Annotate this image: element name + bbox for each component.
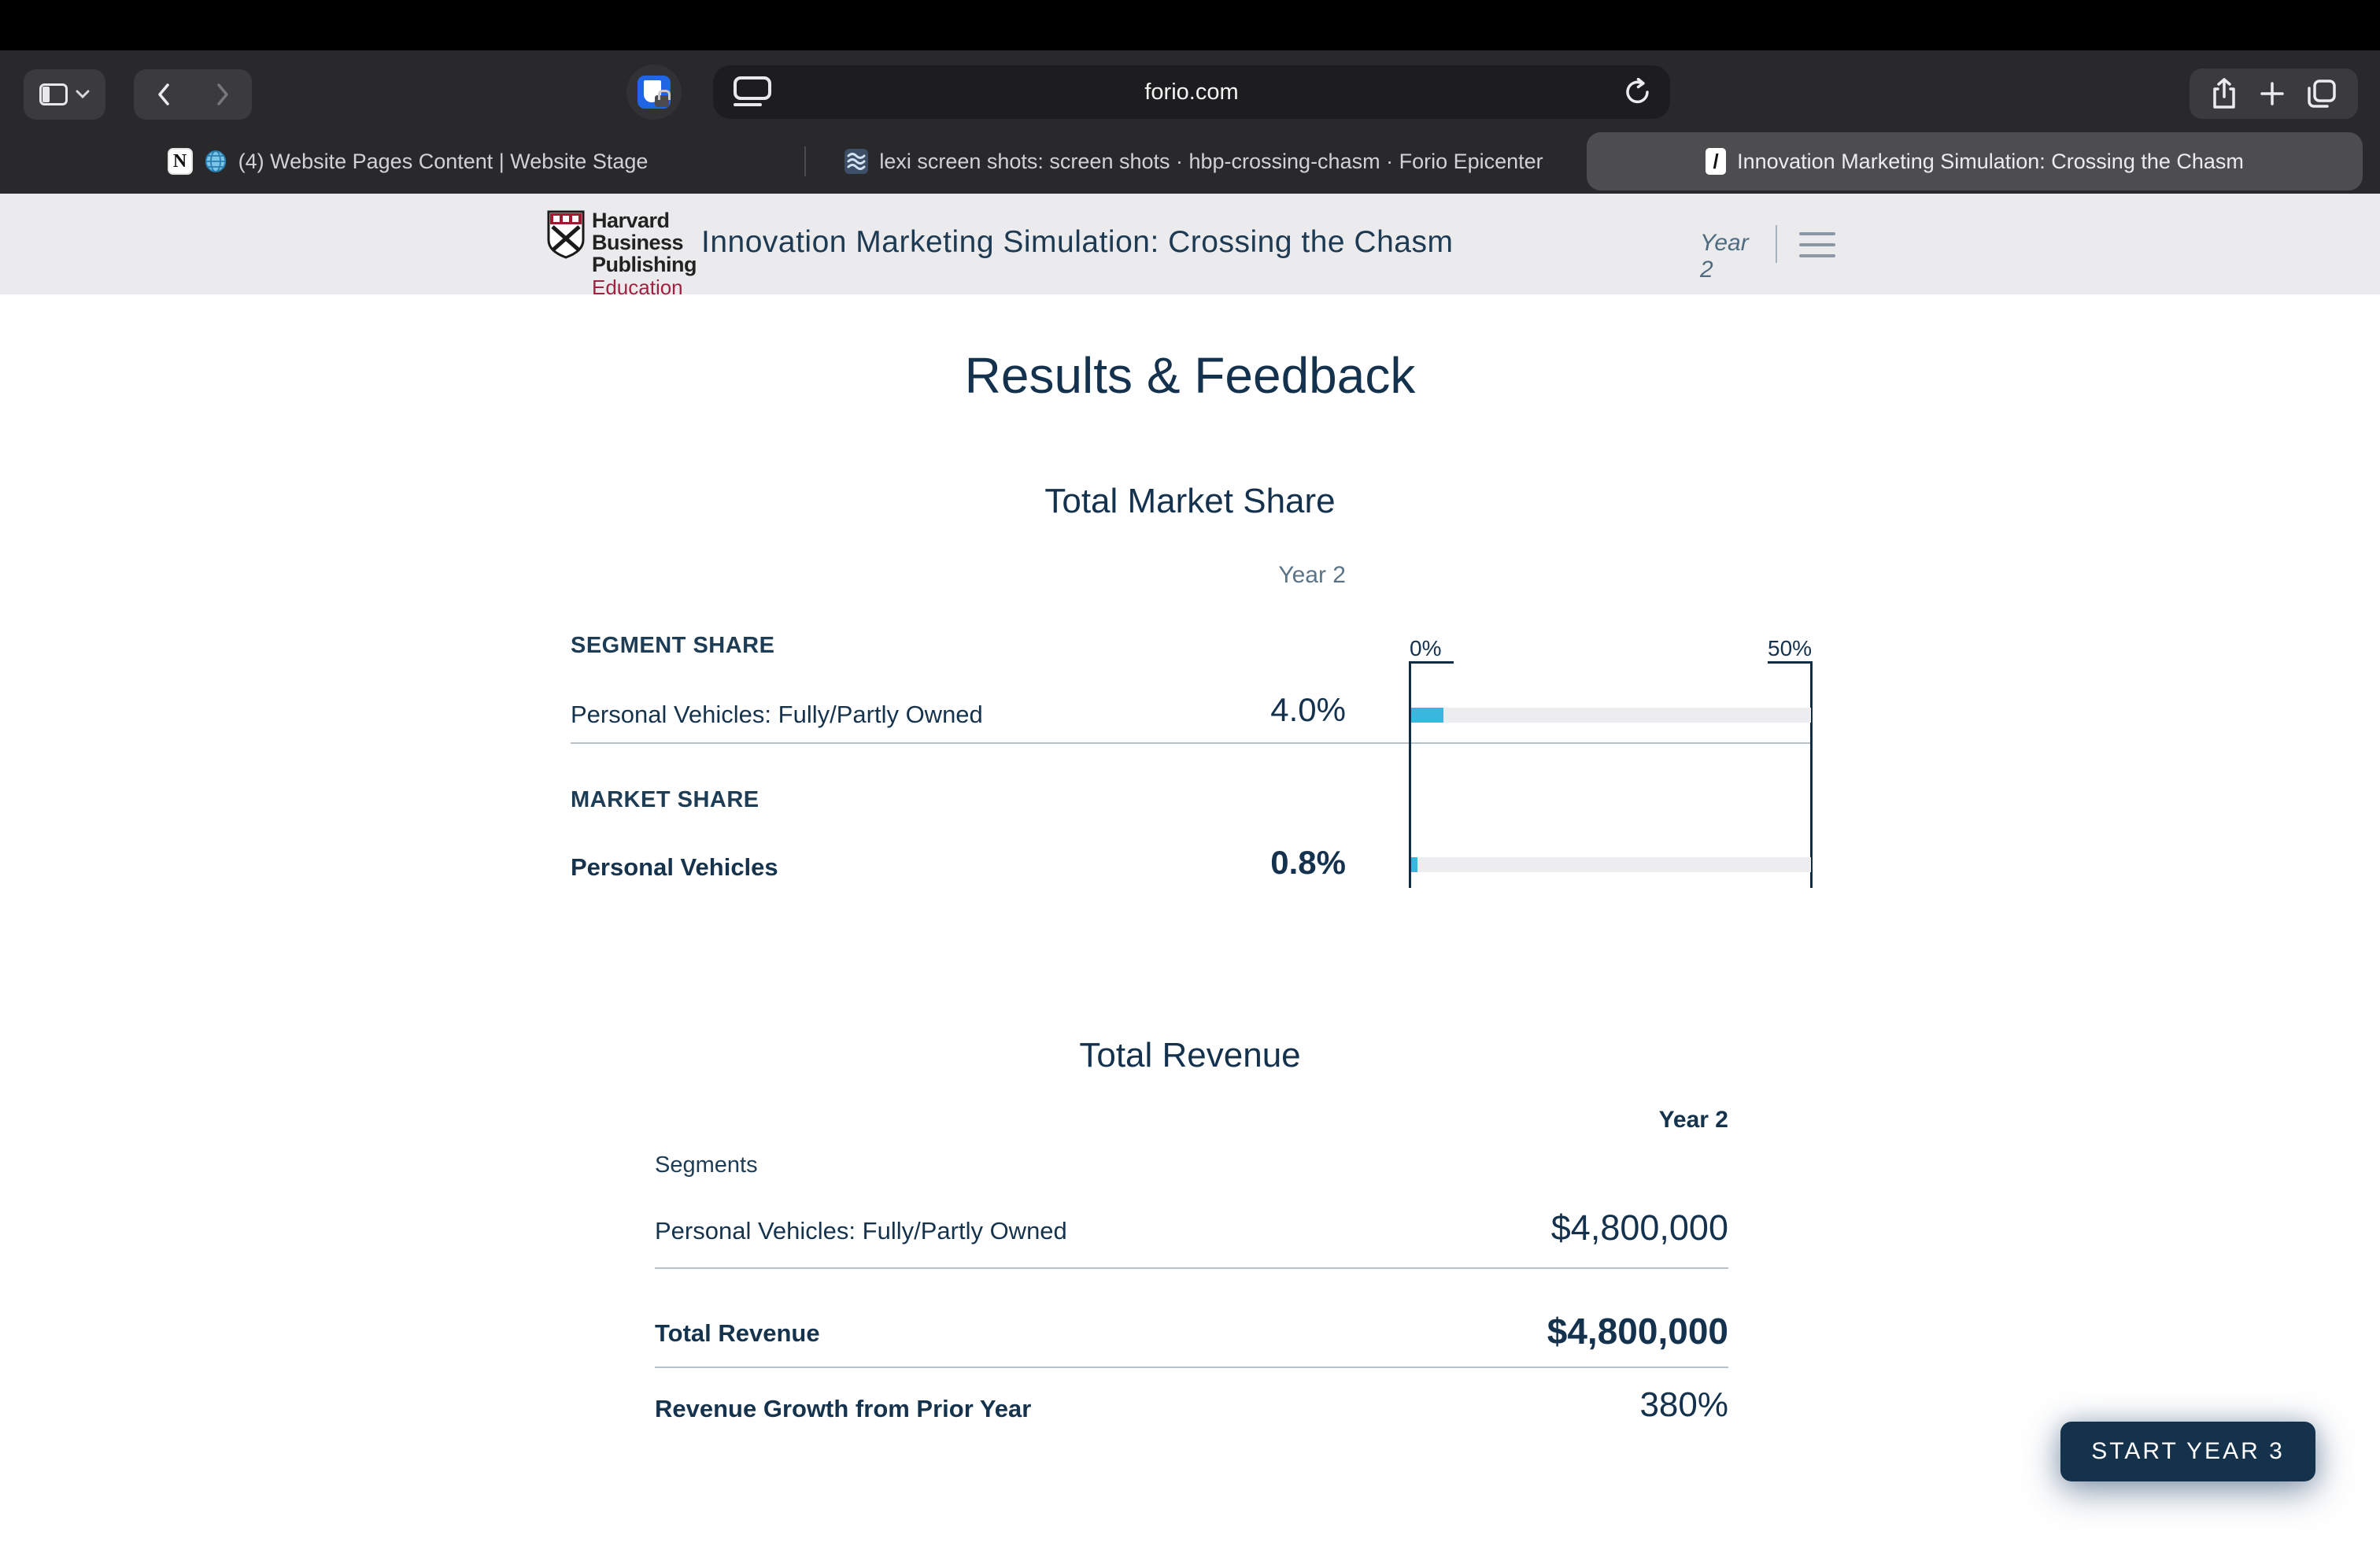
logo-text-line: Harvard — [592, 209, 670, 232]
segments-group-label: Segments — [655, 1152, 758, 1178]
table-row-value: $4,800,000 — [1550, 1208, 1728, 1248]
axis-max-label: 50% — [1768, 636, 1813, 660]
simulation-page: Harvard Business Publishing Education In… — [0, 194, 2380, 1546]
axis-min-label: 0% — [1410, 636, 1442, 660]
address-bar[interactable]: forio.com — [713, 65, 1670, 119]
tab-separator — [804, 146, 806, 176]
extension-button[interactable] — [626, 65, 682, 120]
forward-button[interactable] — [193, 69, 252, 120]
logo-text-line: Business — [592, 231, 684, 254]
table-row-label: Revenue Growth from Prior Year — [655, 1395, 1032, 1422]
table-row-label: Personal Vehicles: Fully/Partly Owned — [655, 1217, 1067, 1245]
sidebar-toggle-button[interactable] — [24, 69, 105, 120]
chart-right-axis — [1810, 661, 1813, 888]
table-row-label: Personal Vehicles: Fully/Partly Owned — [571, 701, 983, 728]
notion-icon: N — [167, 148, 193, 175]
tab-strip: N (4) Website Pages Content | Website St… — [0, 129, 2380, 194]
hamburger-menu-icon[interactable] — [1799, 232, 1835, 257]
tab-title: lexi screen shots: screen shots · hbp-cr… — [879, 149, 1543, 173]
share-button[interactable] — [2211, 78, 2238, 109]
logo-text-education: Education — [592, 276, 683, 299]
back-icon — [157, 83, 169, 105]
tab-forio-epicenter[interactable]: lexi screen shots: screen shots · hbp-cr… — [809, 132, 1579, 190]
row-divider — [571, 742, 1813, 744]
bar-track — [1411, 857, 1811, 872]
header-year-label: Year 2 — [1700, 230, 1749, 283]
table-row-value: 4.0% — [1270, 691, 1346, 728]
start-year-3-button[interactable]: START YEAR 3 — [2060, 1422, 2315, 1481]
page-title: Innovation Marketing Simulation: Crossin… — [701, 225, 1454, 259]
chart-left-axis — [1409, 661, 1411, 888]
tab-title: Innovation Marketing Simulation: Crossin… — [1737, 149, 2244, 173]
header-divider — [1776, 225, 1777, 263]
segment-share-bar — [1411, 708, 1443, 723]
harvard-shield-icon — [546, 209, 586, 299]
nav-button-group — [134, 69, 252, 120]
tab-title: (4) Website Pages Content | Website Stag… — [238, 149, 649, 173]
back-button[interactable] — [134, 69, 193, 120]
table-row-value: 0.8% — [1270, 844, 1346, 881]
row-divider — [655, 1367, 1728, 1368]
market-share-bar — [1411, 857, 1418, 872]
tab-overview-button[interactable] — [2307, 79, 2337, 109]
globe-icon — [204, 150, 227, 173]
revenue-title: Total Revenue — [1079, 1036, 1301, 1074]
extension-shield-lock-icon — [638, 76, 671, 109]
chevron-down-icon — [76, 90, 90, 99]
hbp-logo: Harvard Business Publishing Education — [546, 209, 697, 299]
table-row-label: Total Revenue — [655, 1319, 820, 1347]
forward-icon — [216, 83, 228, 105]
market-share-group-label: MARKET SHARE — [571, 787, 759, 812]
axis-tick-left — [1410, 661, 1454, 664]
site-header: Harvard Business Publishing Education In… — [0, 194, 2380, 299]
segment-share-group-label: SEGMENT SHARE — [571, 633, 775, 658]
axis-tick-right — [1768, 661, 1812, 664]
browser-chrome: forio.com N (4) Website Pages — [0, 50, 2380, 194]
market-share-title: Total Market Share — [1044, 482, 1336, 520]
results-heading: Results & Feedback — [964, 347, 1416, 404]
tab-simulation-active[interactable]: / Innovation Marketing Simulation: Cross… — [1587, 132, 2363, 190]
tab-website-pages[interactable]: N (4) Website Pages Content | Website St… — [16, 132, 800, 190]
url-text[interactable]: forio.com — [1144, 79, 1239, 105]
reload-icon[interactable] — [1624, 78, 1651, 106]
simulation-favicon-icon: / — [1706, 148, 1727, 175]
table-row-value: 380% — [1639, 1385, 1728, 1424]
logo-text-line: Publishing — [592, 253, 697, 276]
row-divider — [655, 1267, 1728, 1269]
menubar-strip — [0, 0, 2380, 50]
new-tab-button[interactable] — [2259, 80, 2286, 107]
sidebar-icon — [39, 83, 68, 105]
bar-track — [1411, 708, 1811, 723]
toolbar-right-group — [2190, 68, 2358, 119]
revenue-column-header: Year 2 — [1658, 1107, 1728, 1133]
market-share-column-header: Year 2 — [1278, 562, 1346, 588]
forio-icon — [844, 149, 869, 174]
table-row-label: Personal Vehicles — [571, 853, 778, 881]
page-settings-icon[interactable] — [734, 76, 774, 109]
table-row-value: $4,800,000 — [1547, 1311, 1728, 1352]
